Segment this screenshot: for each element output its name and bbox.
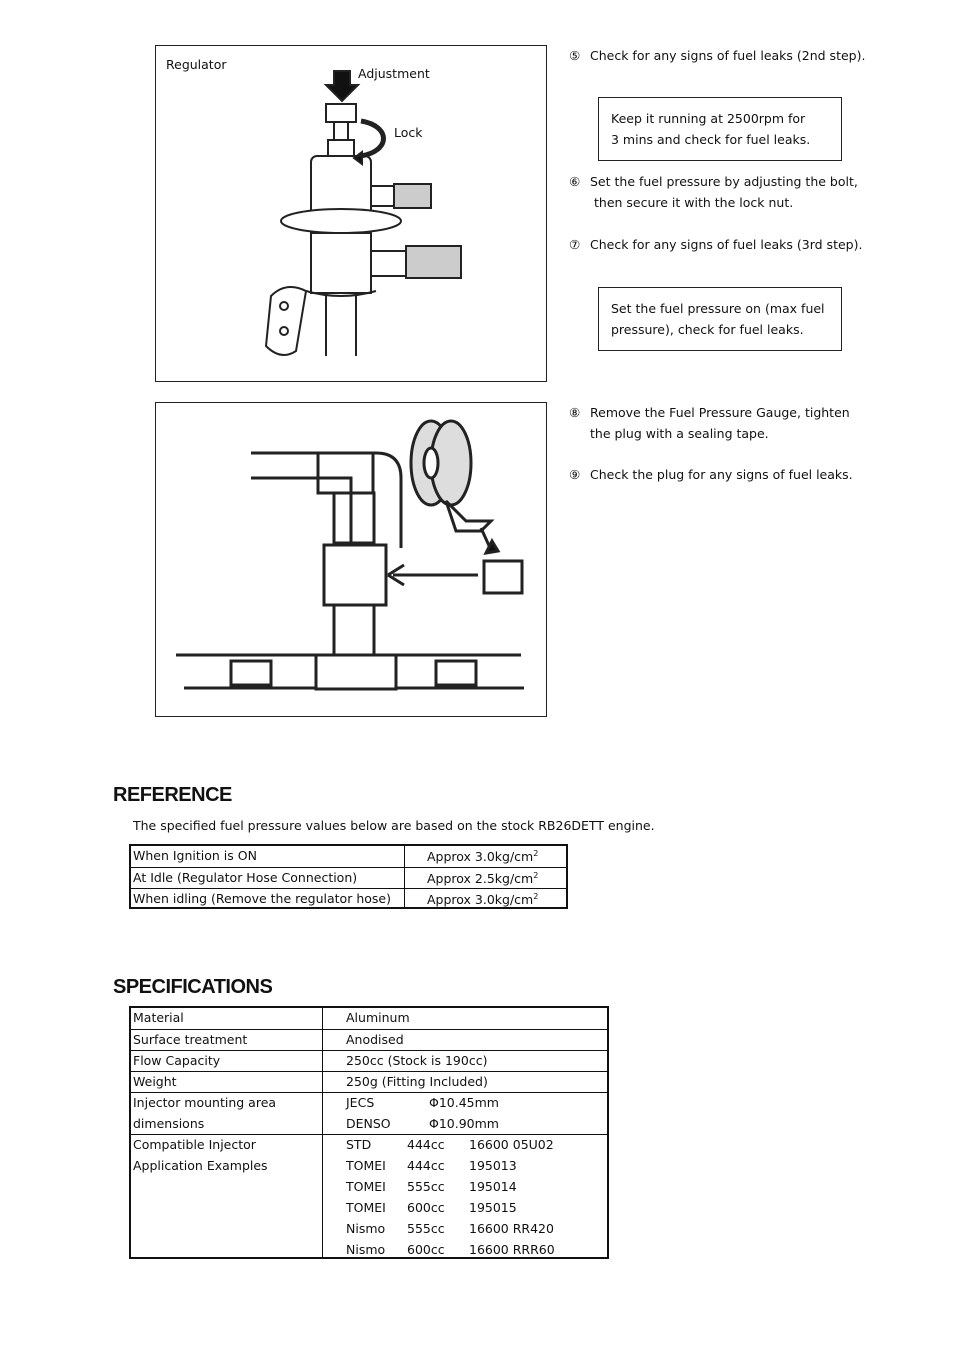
cell: Surface treatment — [133, 1032, 248, 1047]
cell: When idling (Remove the regulator hose) — [133, 891, 391, 906]
cell: Weight — [133, 1074, 177, 1089]
cell: JECS — [346, 1095, 375, 1110]
table-row: Compatible Injector Application Examples S… — [131, 1134, 607, 1260]
cell: TOMEI — [346, 1200, 386, 1215]
cell: DENSO — [346, 1116, 391, 1131]
table-row: Flow Capacity 250cc (Stock is 190cc) — [131, 1050, 607, 1071]
cell: TOMEI — [346, 1179, 386, 1194]
note-line: 3 mins and check for fuel leaks. — [611, 132, 811, 147]
cell: Nismo — [346, 1221, 386, 1236]
note-line: Keep it running at 2500rpm for — [611, 111, 806, 126]
cell: Approx 3.0kg/cm2 — [427, 892, 538, 907]
cell: 555cc — [407, 1221, 445, 1236]
cell: 600cc — [407, 1200, 445, 1215]
step-text: Set the fuel pressure by adjusting the b… — [590, 174, 858, 189]
cell: 250g (Fitting Included) — [346, 1074, 488, 1089]
value: Approx 3.0kg/cm — [427, 849, 534, 865]
spec-table: Material Aluminum Surface treatment Anodise… — [129, 1006, 609, 1259]
cell: 195015 — [469, 1200, 517, 1215]
step-text: Check for any signs of fuel leaks (3rd s… — [590, 237, 863, 252]
cell: 16600 RRR60 — [469, 1242, 555, 1257]
cell: 444cc — [407, 1137, 445, 1152]
cell: Aluminum — [346, 1010, 410, 1025]
cell: Application Examples — [133, 1158, 268, 1173]
cell: 16600 RR420 — [469, 1221, 554, 1236]
section-title: SPECIFICATIONS — [113, 976, 273, 998]
plug-figure — [155, 402, 547, 717]
cell: Compatible Injector — [133, 1137, 256, 1152]
step-number: ⑦ — [569, 237, 581, 252]
table-row: When idling (Remove the regulator hose) A… — [131, 888, 566, 909]
cell: 195014 — [469, 1179, 517, 1194]
cell: 16600 05U02 — [469, 1137, 554, 1152]
table-row: Material Aluminum — [131, 1008, 607, 1029]
cell: dimensions — [133, 1116, 205, 1131]
table-row: Weight 250g (Fitting Included) — [131, 1071, 607, 1092]
figure-label: Regulator — [166, 57, 227, 72]
cell: STD — [346, 1137, 372, 1152]
step-number: ⑥ — [569, 174, 581, 189]
cell: 600cc — [407, 1242, 445, 1257]
cell: Flow Capacity — [133, 1053, 221, 1068]
table-row: At Idle (Regulator Hose Connection) Appro… — [131, 867, 566, 888]
cell: 444cc — [407, 1158, 445, 1173]
cell: 555cc — [407, 1179, 445, 1194]
table-row: When Ignition is ON Approx 3.0kg/cm2 — [131, 846, 566, 867]
table-row: Surface treatment Anodised — [131, 1029, 607, 1050]
step-text: Check the plug for any signs of fuel lea… — [590, 467, 853, 482]
cell: 250cc (Stock is 190cc) — [346, 1053, 488, 1068]
note-box: Set the fuel pressure on (max fuel pressu… — [598, 287, 842, 351]
regulator-figure — [155, 45, 547, 382]
superscript: 2 — [533, 892, 539, 901]
superscript: 2 — [533, 849, 539, 858]
cell: Material — [133, 1010, 184, 1025]
note-line: pressure), check for fuel leaks. — [611, 322, 804, 337]
regulator-drawing — [264, 70, 462, 356]
step-number: ⑤ — [569, 48, 581, 63]
step-text: then secure it with the lock nut. — [594, 195, 794, 210]
cell: Nismo — [346, 1242, 386, 1257]
cell: Φ10.45mm — [429, 1095, 499, 1110]
note-box: Keep it running at 2500rpm for 3 mins and… — [598, 97, 842, 161]
figure-label: Adjustment — [358, 66, 430, 81]
note-line: Set the fuel pressure on (max fuel — [611, 301, 825, 316]
step-number: ⑨ — [569, 467, 581, 482]
figure-label: Lock — [394, 125, 423, 140]
column-separator — [404, 846, 405, 907]
cell: When Ignition is ON — [133, 848, 257, 863]
cell: Anodised — [346, 1032, 404, 1047]
value: Approx 3.0kg/cm — [427, 892, 534, 908]
step-number: ⑧ — [569, 405, 581, 420]
step-text: the plug with a sealing tape. — [590, 426, 769, 441]
step-text: Remove the Fuel Pressure Gauge, tighten — [590, 405, 850, 420]
column-separator — [322, 1008, 323, 1257]
reference-table: When Ignition is ON Approx 3.0kg/cm2 At Id… — [129, 844, 568, 909]
intro: The specified fuel pressure values below… — [133, 818, 655, 833]
cell: Injector mounting area — [133, 1095, 277, 1110]
plug-drawing — [176, 419, 524, 691]
superscript: 2 — [533, 871, 539, 880]
section-title: REFERENCE — [113, 784, 232, 806]
cell: TOMEI — [346, 1158, 386, 1173]
value: Approx 2.5kg/cm — [427, 871, 534, 887]
cell: At Idle (Regulator Hose Connection) — [133, 870, 358, 885]
table-row: Injector mounting area dimensions JECS Φ10.… — [131, 1092, 607, 1134]
step-text: Check for any signs of fuel leaks (2nd s… — [590, 48, 866, 63]
cell: Approx 3.0kg/cm2 — [427, 849, 538, 864]
cell: 195013 — [469, 1158, 517, 1173]
cell: Φ10.90mm — [429, 1116, 499, 1131]
cell: Approx 2.5kg/cm2 — [427, 871, 538, 886]
